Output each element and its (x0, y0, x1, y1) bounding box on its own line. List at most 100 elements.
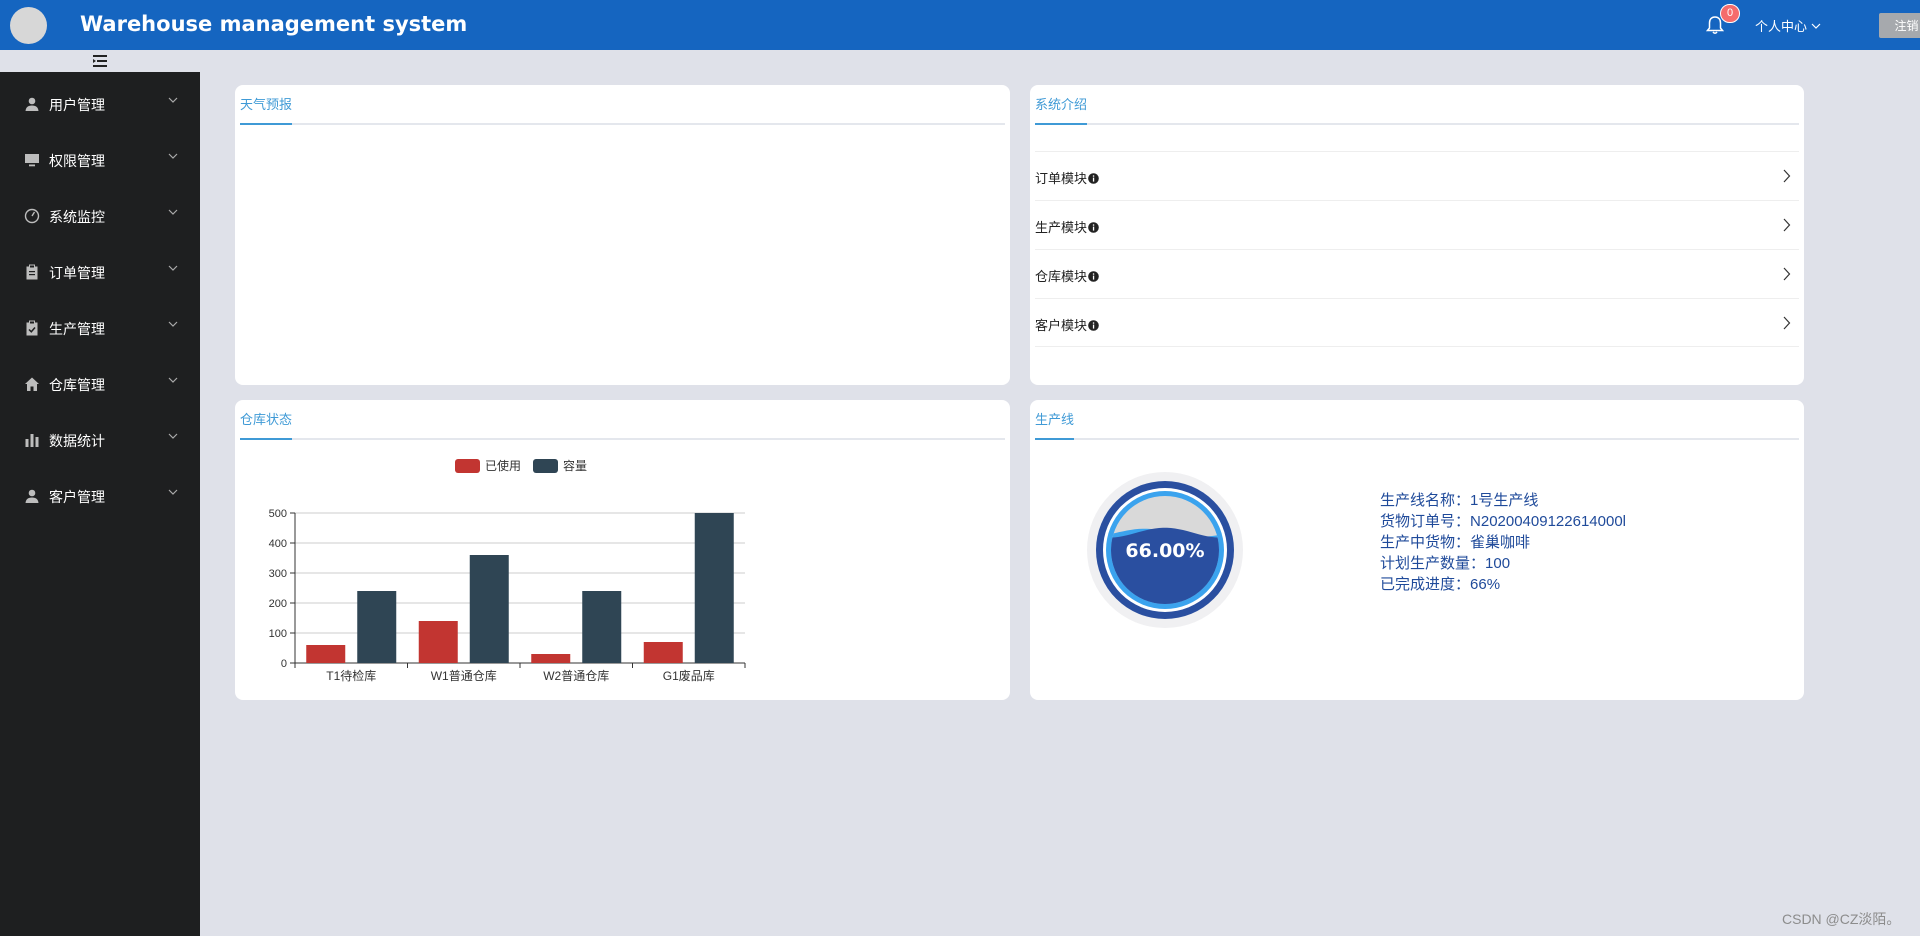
production-line-details: 生产线名称：1号生产线 货物订单号：N20200409122614000l 生产… (1380, 490, 1626, 595)
clipboard-icon (26, 264, 38, 280)
module-item-production[interactable]: 生产模块 (1035, 200, 1799, 249)
detail-value: 100 (1485, 555, 1511, 572)
tab-system-intro[interactable]: 系统介绍 (1035, 85, 1088, 125)
detail-row-progress: 已完成进度：66% (1380, 574, 1626, 595)
y-tick-label: 500 (269, 508, 287, 520)
tab-weather[interactable]: 天气预报 (240, 85, 293, 125)
module-label-text: 订单模块 (1035, 171, 1088, 186)
user-icon (25, 489, 39, 503)
x-tick-label: G1废品库 (663, 668, 715, 683)
sidebar-item-production[interactable]: 生产管理 (0, 300, 200, 356)
logout-button[interactable]: 注销 (1879, 13, 1920, 38)
chevron-down-icon (1811, 23, 1821, 29)
production-line-card: 生产线 66.00% 生产线名称：1号生产线 货物订单号：N2020040912… (1030, 400, 1804, 700)
card-tabs: 系统介绍 (1035, 85, 1799, 125)
sidebar-item-statistics[interactable]: 数据统计 (0, 412, 200, 468)
legend-label: 容量 (563, 458, 587, 473)
detail-value: 1号生产线 (1470, 492, 1539, 509)
chevron-right-icon (1783, 316, 1791, 330)
bar (357, 591, 397, 663)
warehouse-bar-chart: 已使用 容量 0 100 200 300 400 500 T1待检库 W1普通仓库 W2普通仓库 G1… (269, 458, 746, 683)
tab-warehouse-status[interactable]: 仓库状态 (240, 400, 293, 440)
detail-key: 生产线名称： (1380, 492, 1471, 509)
menu-fold-icon[interactable] (92, 54, 108, 68)
clipboard-check-icon (26, 320, 38, 336)
detail-key: 已完成进度： (1380, 576, 1471, 593)
sidebar-item-monitoring[interactable]: 系统监控 (0, 188, 200, 244)
sidebar-item-orders[interactable]: 订单管理 (0, 244, 200, 300)
tab-production-line[interactable]: 生产线 (1035, 400, 1075, 440)
system-intro-card: 系统介绍 订单模块 生产模块 仓库模块 客户模块 (1030, 85, 1804, 385)
sidebar-item-customers[interactable]: 客户管理 (0, 468, 200, 524)
sidebar-item-permissions[interactable]: 权限管理 (0, 132, 200, 188)
module-label-text: 仓库模块 (1035, 269, 1088, 284)
legend-label: 已使用 (485, 458, 521, 473)
detail-value: 雀巢咖啡 (1470, 534, 1531, 551)
bar (643, 642, 683, 663)
x-tick-label: T1待检库 (326, 668, 376, 683)
module-label: 生产模块 (1035, 217, 1099, 236)
legend-swatch (455, 459, 480, 473)
card-tabs: 生产线 (1035, 400, 1799, 440)
detail-value: 66% (1470, 576, 1501, 593)
bar (582, 591, 622, 663)
notification-badge: 0 (1720, 4, 1740, 23)
detail-key: 计划生产数量： (1380, 555, 1486, 572)
module-label: 仓库模块 (1035, 266, 1099, 285)
bar-chart-icon (25, 434, 39, 447)
sidebar: 用户管理 权限管理 系统监控 订单管理 生产管理 仓库管理 数据统计 客户管理 (0, 72, 200, 936)
module-item-warehouse[interactable]: 仓库模块 (1035, 249, 1799, 298)
card-tabs: 仓库状态 (240, 400, 1005, 440)
gauge-percent-label: 66.00% (1125, 540, 1204, 562)
y-tick-label: 0 (281, 658, 287, 670)
avatar[interactable] (10, 7, 47, 44)
module-list: 订单模块 生产模块 仓库模块 客户模块 (1035, 151, 1799, 347)
sidebar-item-label: 客户管理 (49, 489, 105, 505)
personal-center-dropdown[interactable]: 个人中心 (1755, 16, 1821, 35)
watermark: CSDN @CZ淡陌。 (1782, 911, 1901, 927)
sidebar-item-label: 系统监控 (49, 209, 105, 225)
chevron-down-icon (168, 265, 178, 271)
chevron-down-icon (168, 433, 178, 439)
sidebar-collapse-bar (0, 50, 200, 72)
sidebar-item-label: 仓库管理 (49, 377, 105, 393)
x-tick-label: W2普通仓库 (543, 668, 609, 683)
weather-card: 天气预报 (235, 85, 1010, 385)
detail-row-order-no: 货物订单号：N20200409122614000l (1380, 511, 1626, 532)
app-title: Warehouse management system (80, 12, 468, 36)
chevron-down-icon (168, 377, 178, 383)
detail-row-planned-qty: 计划生产数量：100 (1380, 553, 1626, 574)
y-tick-label: 300 (269, 568, 287, 580)
module-label: 订单模块 (1035, 168, 1099, 187)
sidebar-item-label: 订单管理 (49, 265, 105, 281)
bar (418, 621, 458, 663)
sidebar-item-label: 生产管理 (49, 321, 105, 337)
home-icon (25, 377, 39, 391)
chevron-right-icon (1783, 218, 1791, 232)
info-icon (1088, 271, 1099, 282)
module-label: 客户模块 (1035, 315, 1099, 334)
y-tick-label: 200 (269, 598, 287, 610)
module-item-customers[interactable]: 客户模块 (1035, 298, 1799, 347)
sidebar-item-users[interactable]: 用户管理 (0, 76, 200, 132)
user-icon (25, 97, 39, 111)
detail-key: 生产中货物： (1380, 534, 1471, 551)
sidebar-item-label: 数据统计 (49, 433, 105, 449)
chevron-down-icon (168, 209, 178, 215)
app-header: Warehouse management system 0 个人中心 注销 (0, 0, 1920, 50)
y-tick-label: 400 (269, 538, 287, 550)
module-item-orders[interactable]: 订单模块 (1035, 151, 1799, 200)
chevron-down-icon (168, 321, 178, 327)
card-tabs: 天气预报 (240, 85, 1005, 125)
monitor-icon (25, 154, 39, 167)
gauge-icon (24, 208, 40, 224)
sidebar-item-label: 权限管理 (49, 153, 105, 169)
sidebar-item-warehouse[interactable]: 仓库管理 (0, 356, 200, 412)
detail-row-goods: 生产中货物：雀巢咖啡 (1380, 532, 1626, 553)
detail-key: 货物订单号： (1380, 513, 1471, 530)
y-tick-label: 100 (269, 628, 287, 640)
bell-icon[interactable] (1706, 15, 1724, 35)
progress-liquid-gauge: 66.00% (1087, 472, 1243, 628)
chevron-right-icon (1783, 169, 1791, 183)
chevron-down-icon (168, 489, 178, 495)
